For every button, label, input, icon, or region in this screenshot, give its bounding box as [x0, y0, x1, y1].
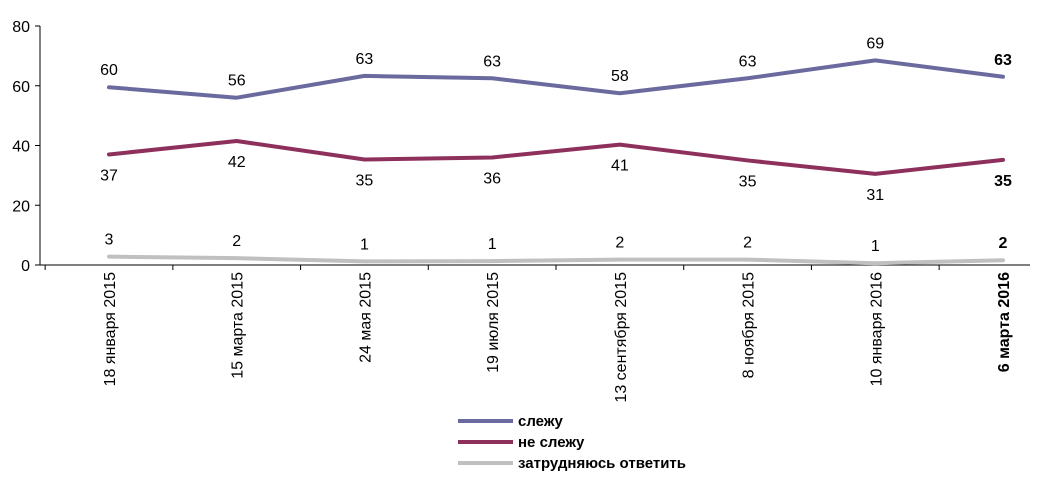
series-line-1	[107, 139, 1005, 176]
data-label: 1	[871, 238, 880, 255]
legend-label: не слежу	[518, 434, 585, 451]
data-label: 63	[356, 51, 374, 68]
x-tick-label: 15 марта 2015	[230, 272, 247, 379]
y-tick-label: 60	[12, 79, 30, 96]
series-lines	[107, 58, 1005, 266]
data-label: 35	[994, 173, 1012, 190]
data-label: 31	[866, 187, 884, 204]
data-label: 1	[360, 236, 369, 253]
x-tick-label: 24 мая 2015	[357, 272, 374, 363]
data-label: 3	[105, 232, 114, 249]
data-label: 37	[100, 167, 118, 184]
data-label: 41	[611, 158, 629, 175]
legend: слежу не слежу затрудняюсь ответить	[458, 413, 686, 472]
y-tick-label: 0	[21, 258, 30, 275]
series-line-2	[107, 254, 1005, 266]
x-tick-label: 19 июля 2015	[485, 272, 502, 373]
data-label: 35	[356, 173, 374, 190]
data-label: 1	[488, 236, 497, 253]
data-label: 42	[228, 154, 246, 171]
x-tick-label: 18 января 2015	[102, 272, 119, 386]
data-label: 56	[228, 73, 246, 90]
x-tick-label: 8 ноября 2015	[741, 272, 758, 378]
y-tick-label: 80	[12, 19, 30, 36]
legend-label: слежу	[518, 413, 563, 430]
data-label: 63	[994, 52, 1012, 69]
x-tick-label: 10 января 2016	[868, 272, 885, 386]
x-tick-label: 13 сентября 2015	[613, 272, 630, 403]
legend-label: затрудняюсь ответить	[518, 455, 686, 472]
y-tick-label: 40	[12, 139, 30, 156]
data-label: 2	[615, 235, 624, 252]
y-axis-ticks: 0 20 40 60 80	[12, 19, 40, 275]
data-label: 36	[483, 170, 501, 187]
data-label: 63	[739, 53, 757, 70]
data-label: 60	[100, 62, 118, 79]
data-labels: 60 56 63 63 58 63 69 63 37 42 35 36 41 35 31 35 3 2 1 1 2 2 1 2	[100, 35, 1012, 255]
series-line-0	[107, 58, 1005, 100]
x-axis-ticks: 18 января 2015 15 марта 2015 24 мая 2015 19…	[44, 265, 1013, 403]
y-tick-label: 20	[12, 198, 30, 215]
data-label: 63	[483, 53, 501, 70]
data-label: 2	[232, 233, 241, 250]
data-label: 35	[739, 173, 757, 190]
x-tick-label: 6 марта 2016	[996, 272, 1013, 372]
data-label: 58	[611, 68, 629, 85]
data-label: 69	[866, 35, 884, 52]
data-label: 2	[743, 235, 752, 252]
data-label: 2	[999, 235, 1008, 252]
